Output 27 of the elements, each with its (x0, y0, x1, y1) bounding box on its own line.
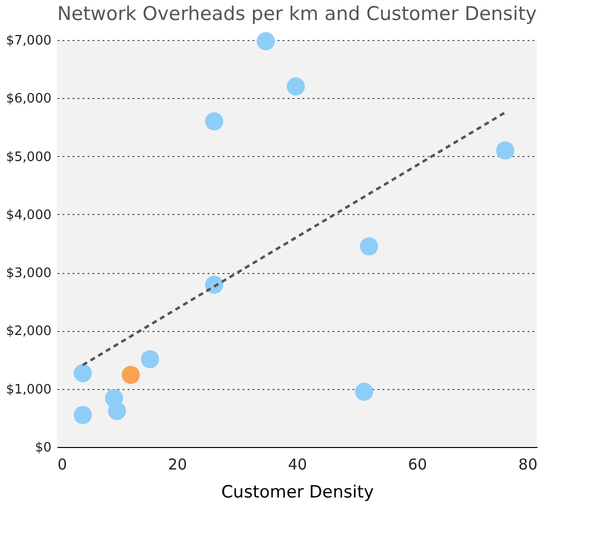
x-axis-title: Customer Density (221, 482, 374, 502)
point (360, 237, 378, 256)
y-tick-label: $1,000 (6, 382, 52, 398)
point (122, 366, 140, 384)
y-tick-label: $7,000 (6, 34, 52, 48)
y-tick-label: $2,000 (6, 324, 52, 340)
y-tick-label: $5,000 (6, 150, 52, 165)
point (205, 276, 224, 294)
point (496, 141, 514, 160)
y-tick-label: $6,000 (6, 92, 52, 107)
x-tick-label: 40 (288, 456, 308, 474)
point (74, 364, 92, 382)
point (108, 402, 126, 420)
y-tick-label: $3,000 (6, 266, 52, 282)
x-tick-label: 60 (408, 456, 428, 474)
point (140, 350, 160, 368)
x-tick-label: 80 (518, 456, 538, 474)
y-tick-label: $0 (34, 440, 52, 456)
y-tick-label: $4,000 (6, 208, 52, 223)
point (205, 112, 224, 130)
x-tick-label: 20 (168, 456, 188, 474)
x-tick-label: 0 (58, 456, 68, 474)
point (256, 32, 275, 50)
point (355, 382, 374, 401)
point (286, 77, 305, 96)
chart-title: Network Overheads per km and Customer Density (57, 3, 537, 26)
point (74, 406, 92, 424)
